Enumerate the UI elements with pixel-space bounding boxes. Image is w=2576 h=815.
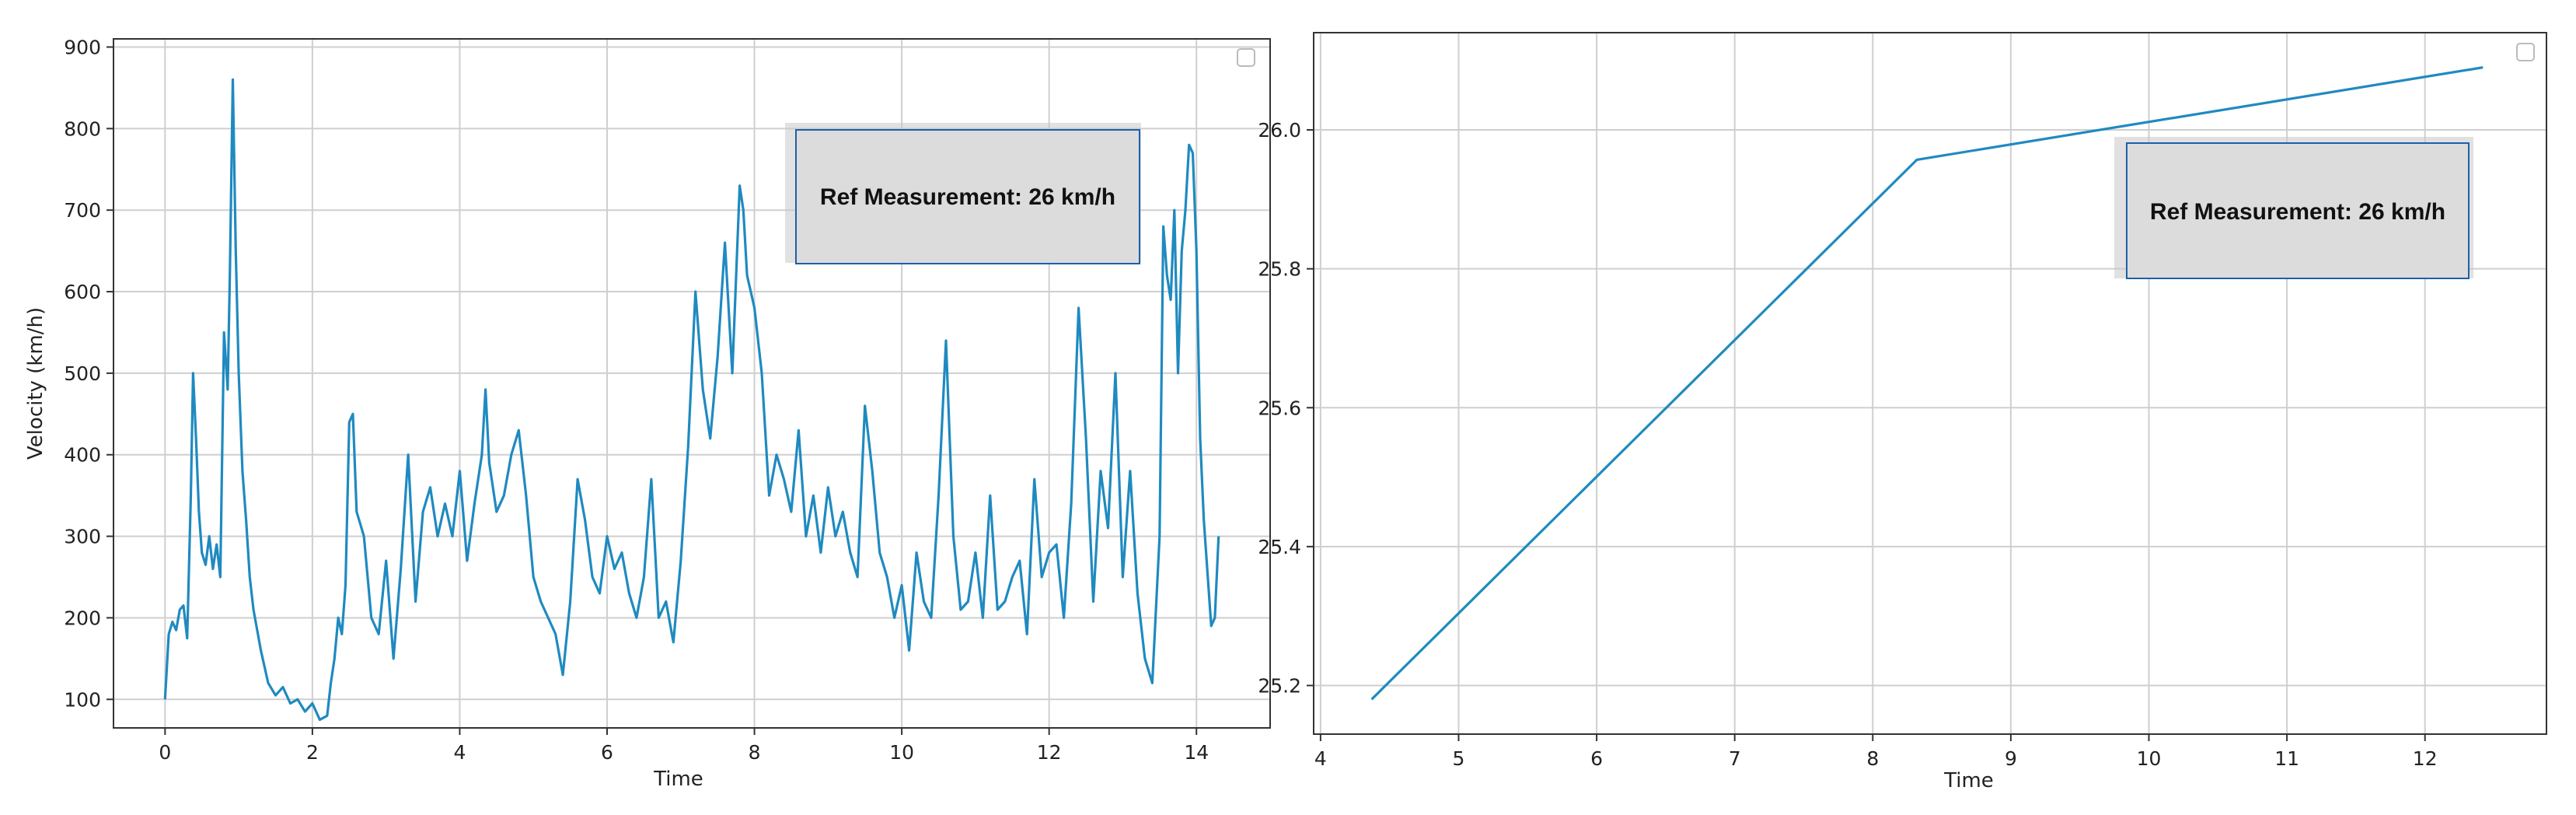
velocity-chart: 0 2 4 6 8 10 12 14 100200300400500600700800900 …	[24, 36, 1271, 791]
x-tick-label: 12	[2413, 747, 2438, 770]
y-tick-label: 25.6	[1258, 397, 1301, 419]
plot-frame	[1313, 32, 2547, 735]
series-layer	[1370, 66, 2484, 701]
y-tick-label: 700	[64, 199, 101, 222]
reference-series-line	[1370, 66, 2484, 701]
plot-frame	[113, 38, 1271, 729]
grid-lines	[1314, 33, 2546, 734]
x-tick-label: 6	[1590, 747, 1603, 770]
x-tick-label: 4	[1314, 747, 1327, 770]
y-tick-label: 500	[64, 362, 101, 385]
x-tick-label: 7	[1729, 747, 1741, 770]
y-tick-label: 600	[64, 281, 101, 303]
x-tick-label: 11	[2274, 747, 2299, 770]
annotation-panel	[795, 129, 1140, 264]
x-tick-label: 0	[159, 741, 171, 764]
legend-box	[2516, 43, 2535, 61]
x-axis-label: Time	[1943, 769, 1994, 792]
x-axis-ticks: 4 5 6 7 8 9 10 11 12	[1314, 734, 2438, 770]
x-tick-label: 8	[749, 741, 761, 764]
y-tick-label: 300	[64, 526, 101, 548]
annotation-text: Ref Measurement: 26 km/h	[2150, 199, 2445, 225]
x-tick-label: 14	[1184, 741, 1209, 764]
y-axis-ticks: 100 200 300 400 500 600 700 800 900	[64, 36, 113, 711]
y-tick-label: 26.0	[1258, 119, 1301, 142]
y-tick-label: 25.2	[1258, 674, 1301, 697]
x-tick-label: 8	[1866, 747, 1879, 770]
reference-chart: 4 5 6 7 8 9 10 11 12 25.2 25.4 25.6 25.8 26.0 Time R…	[1258, 32, 2547, 792]
x-tick-label: 10	[2137, 747, 2162, 770]
y-tick-label: 900	[64, 36, 101, 58]
annotation-box: Ref Measurement: 26 km/h	[2114, 137, 2473, 279]
y-tick-label: 200	[64, 607, 101, 629]
velocity-series-line	[163, 78, 1220, 722]
annotation-text: Ref Measurement: 26 km/h	[820, 184, 1115, 210]
x-tick-label: 5	[1453, 747, 1465, 770]
grid-lines	[113, 39, 1270, 728]
x-tick-label: 2	[306, 741, 319, 764]
y-axis-label: Velocity (km/h)	[24, 307, 47, 460]
series-layer	[163, 78, 1220, 722]
x-tick-label: 4	[453, 741, 466, 764]
y-tick-label: 25.8	[1258, 258, 1301, 281]
y-tick-label: 100	[64, 688, 101, 711]
x-tick-label: 10	[889, 741, 914, 764]
y-tick-label: 400	[64, 444, 101, 467]
legend-box	[1237, 48, 1255, 67]
y-axis-ticks: 25.2 25.4 25.6 25.8 26.0	[1258, 119, 1314, 697]
x-axis-ticks: 0 2 4 6 8 10 12 14	[159, 728, 1209, 764]
annotation-panel	[2126, 142, 2470, 279]
annotation-box: Ref Measurement: 26 km/h	[785, 123, 1141, 264]
x-tick-label: 6	[601, 741, 613, 764]
x-axis-label: Time	[653, 768, 703, 791]
y-tick-label: 25.4	[1258, 536, 1301, 558]
y-tick-label: 800	[64, 117, 101, 140]
x-tick-label: 12	[1037, 741, 1062, 764]
x-tick-label: 9	[2005, 747, 2017, 770]
